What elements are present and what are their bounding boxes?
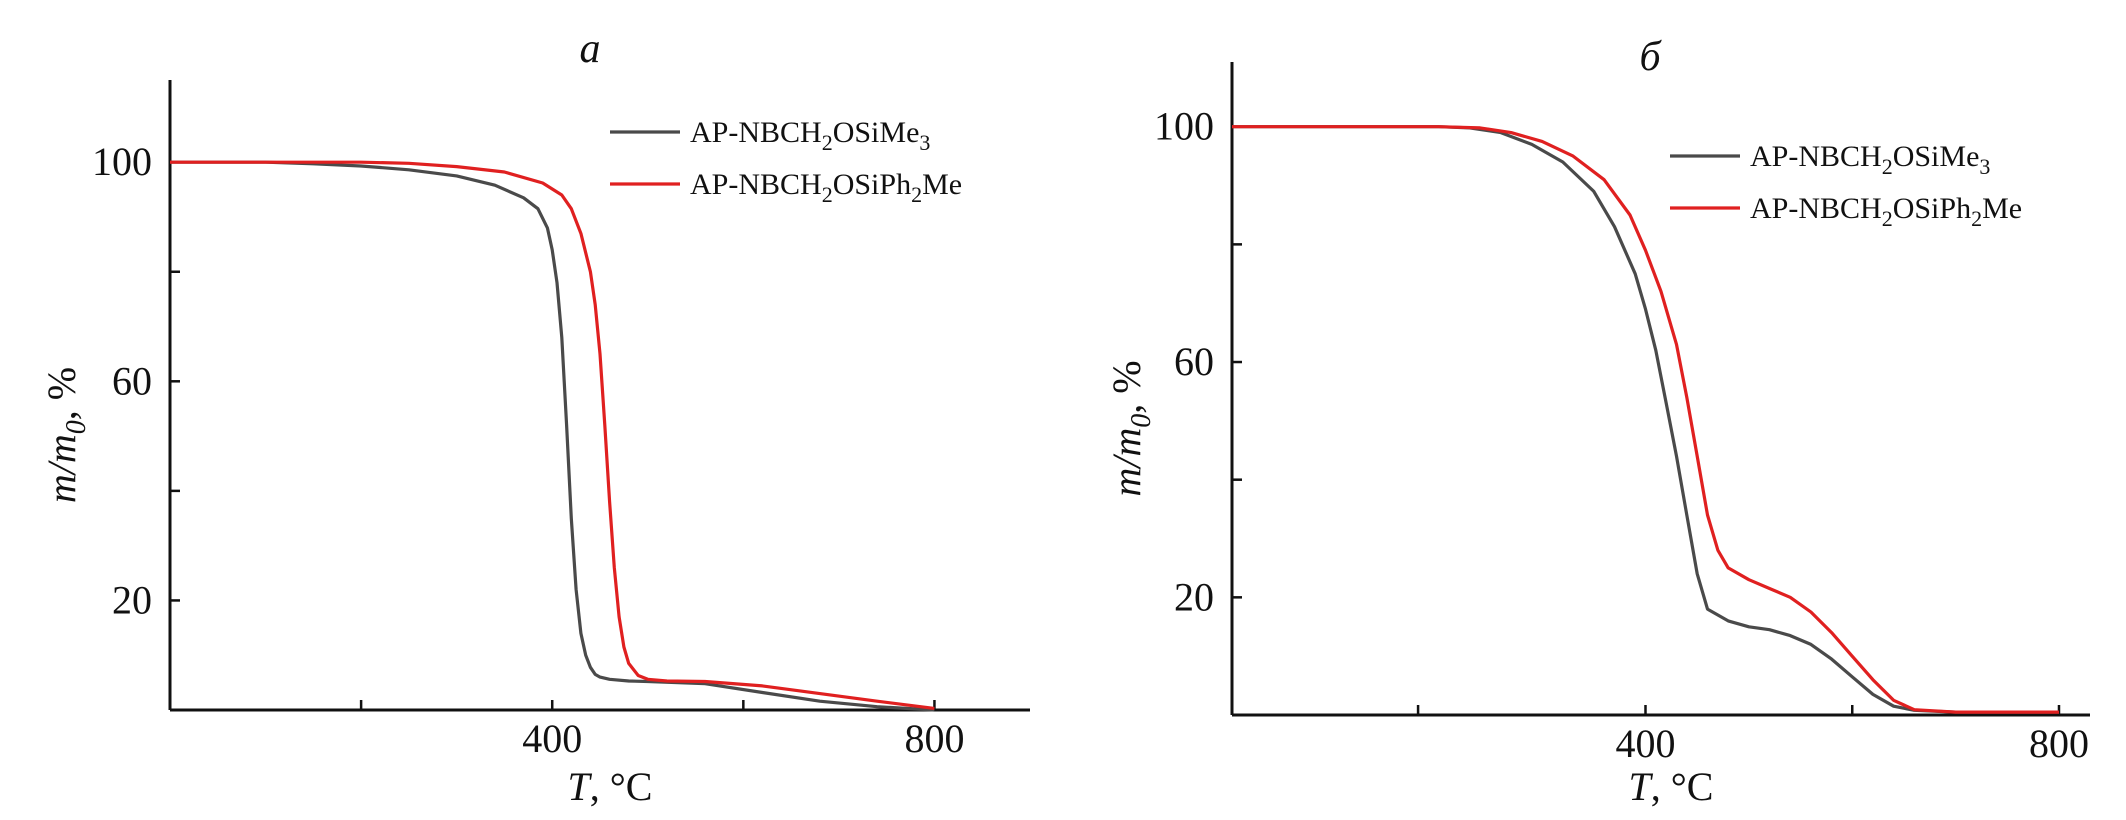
- y-tick-label: 100: [92, 139, 152, 184]
- legend-sub2: 3: [919, 130, 930, 155]
- x-tick-label: 400: [522, 716, 582, 761]
- y-axis-label-sub: 0: [1126, 414, 1157, 428]
- y-axis-label-unit: , %: [1104, 360, 1149, 413]
- legend-tail: OSiMe: [833, 116, 920, 149]
- legend-entry-1: AP-NBCH2OSiMe3: [690, 116, 930, 155]
- series-line-1: [170, 160, 935, 712]
- y-axis-label-var: m/m: [39, 434, 84, 503]
- legend-name: AP-NBCH: [690, 116, 822, 149]
- y-axis-label-sub: 0: [61, 420, 92, 434]
- legend-name: AP-NBCH: [1750, 140, 1882, 173]
- x-tick-label: 400: [1615, 721, 1675, 766]
- x-axis-label-unit: , °C: [590, 764, 653, 809]
- y-axis-label-var: m/m: [1104, 428, 1149, 497]
- x-axis-label-unit: , °C: [1651, 764, 1714, 809]
- y-tick-label: 60: [1174, 339, 1214, 384]
- legend-entry-2: AP-NBCH2OSiPh2Me: [1750, 192, 2022, 231]
- legend-tail: OSiMe: [1893, 140, 1980, 173]
- y-axis-label-unit: , %: [39, 367, 84, 420]
- series-line-2: [170, 160, 935, 710]
- series-line-2: [1232, 125, 2059, 714]
- panel-label: б: [1639, 34, 1662, 80]
- x-tick-label: 800: [904, 716, 964, 761]
- legend-entry-2: AP-NBCH2OSiPh2Me: [690, 168, 962, 207]
- legend-name: AP-NBCH: [1750, 192, 1882, 225]
- x-axis-label-var: T: [1629, 764, 1654, 809]
- y-axis-label: m/m0, %: [1104, 360, 1157, 496]
- x-axis-label-var: T: [568, 764, 593, 809]
- legend-sub2: 3: [1979, 154, 1990, 179]
- y-tick-label: 20: [112, 577, 152, 622]
- x-axis-label: T, °C: [1629, 764, 1714, 809]
- legend-sub: 2: [822, 130, 833, 155]
- y-tick-label: 60: [112, 358, 152, 403]
- y-tick-label: 100: [1154, 104, 1214, 149]
- legend-entry-1: AP-NBCH2OSiMe3: [1750, 140, 1990, 179]
- legend-name: AP-NBCH: [690, 168, 822, 201]
- x-tick-label: 800: [2029, 721, 2089, 766]
- legend-sub: 2: [1882, 154, 1893, 179]
- legend-sub2: 2: [1971, 206, 1982, 231]
- legend-tail2: Me: [1982, 192, 2022, 225]
- legend-tail2: Me: [922, 168, 962, 201]
- series-line-1: [1232, 125, 2059, 714]
- legend-tail: OSiPh: [833, 168, 911, 201]
- y-tick-label: 20: [1174, 574, 1214, 619]
- legend-sub2: 2: [911, 182, 922, 207]
- legend-sub: 2: [822, 182, 833, 207]
- legend-sub: 2: [1882, 206, 1893, 231]
- legend-tail: OSiPh: [1893, 192, 1971, 225]
- x-axis-label: T, °C: [568, 764, 653, 809]
- panel-label: а: [580, 26, 601, 72]
- y-axis-label: m/m0, %: [39, 367, 92, 503]
